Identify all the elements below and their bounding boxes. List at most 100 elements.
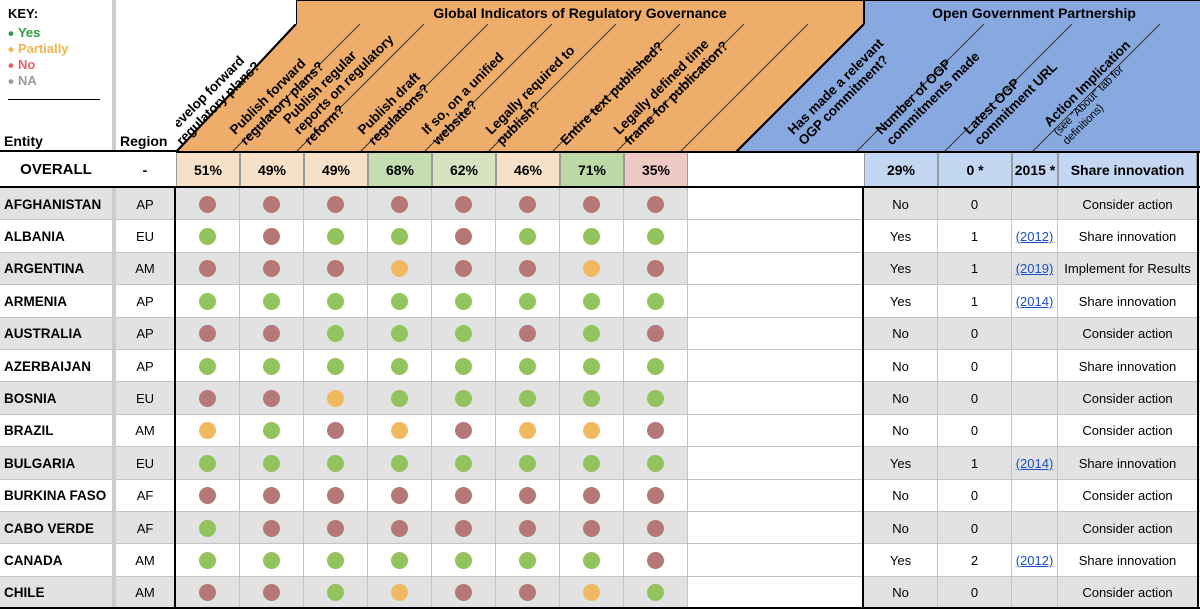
diagonal-header-zone: Develop forward regulatory plans? Publis… <box>176 24 1200 152</box>
row-indicator-6 <box>496 479 560 512</box>
row-entity: BURKINA FASO <box>0 479 112 512</box>
row-ogp-number: 0 <box>938 479 1012 512</box>
row-indicator-4 <box>368 350 432 383</box>
row-indicator-1 <box>176 317 240 350</box>
status-dot-no <box>519 584 536 602</box>
status-dot-yes <box>199 228 216 246</box>
status-dot-partially <box>327 390 344 408</box>
status-dot-yes <box>647 584 664 602</box>
row-indicator-4 <box>368 188 432 221</box>
row-indicator-6 <box>496 544 560 577</box>
status-dot-yes <box>519 454 536 472</box>
ogp-commitment-link[interactable]: (2014) <box>1015 455 1054 471</box>
row-entity: BRAZIL <box>0 414 112 448</box>
key-label-na: NA <box>17 73 37 88</box>
row-indicator-2 <box>240 350 304 383</box>
row-indicator-2 <box>240 479 304 512</box>
status-dot-no <box>647 552 664 570</box>
row-indicator-8 <box>624 350 688 383</box>
row-ogp-number: 2 <box>938 544 1012 577</box>
row-indicator-7 <box>560 544 624 577</box>
row-indicator-2 <box>240 512 304 545</box>
ogp-commitment-link[interactable]: (2014) <box>1015 293 1054 309</box>
overall-indicator-3: 49% <box>304 153 368 186</box>
status-dot-yes <box>455 292 472 310</box>
status-dot-partially <box>583 584 600 602</box>
row-action: Consider action <box>1058 479 1197 512</box>
status-dot-no <box>199 325 216 343</box>
ogp-commitment-link[interactable]: (2012) <box>1015 229 1054 245</box>
ogp-commitment-link[interactable]: (2019) <box>1015 261 1054 277</box>
row-indicator-5 <box>432 512 496 545</box>
row-indicator-1 <box>176 479 240 512</box>
key-item-partially: • Partially <box>8 41 104 58</box>
row-indicator-8 <box>624 220 688 253</box>
overall-indicator-6: 46% <box>496 153 560 186</box>
status-dot-no <box>391 519 408 537</box>
row-ogp-url[interactable]: (2012) <box>1012 220 1058 253</box>
status-dot-yes <box>455 390 472 408</box>
row-ogp-commitment: No <box>864 317 938 350</box>
row-indicator-3 <box>304 350 368 383</box>
status-dot-no <box>199 584 216 602</box>
status-dot-no <box>327 487 344 505</box>
row-indicator-5 <box>432 447 496 480</box>
row-region: AP <box>116 188 174 221</box>
row-divider <box>0 446 1200 448</box>
status-dot-no <box>455 487 472 505</box>
row-indicator-8 <box>624 382 688 415</box>
row-entity: AZERBAIJAN <box>0 350 112 383</box>
rule-table-bottom <box>0 607 1200 609</box>
status-dot-yes <box>647 292 664 310</box>
status-dot-no <box>327 260 344 278</box>
row-indicator-5 <box>432 544 496 577</box>
region-header-label: Region <box>120 132 176 150</box>
row-indicator-4 <box>368 414 432 448</box>
row-indicator-5 <box>432 576 496 609</box>
status-dot-no <box>647 325 664 343</box>
row-ogp-url <box>1012 382 1058 415</box>
row-ogp-url[interactable]: (2014) <box>1012 447 1058 480</box>
row-action: Consider action <box>1058 188 1197 221</box>
row-entity: ALBANIA <box>0 220 112 253</box>
banner-open-government-partnership: Open Government Partnership <box>864 0 1200 25</box>
status-dot-yes <box>519 357 536 375</box>
row-indicator-6 <box>496 317 560 350</box>
row-indicator-8 <box>624 544 688 577</box>
row-indicator-3 <box>304 220 368 253</box>
status-dot-no <box>647 195 664 213</box>
status-dot-no <box>391 487 408 505</box>
row-ogp-url[interactable]: (2019) <box>1012 252 1058 286</box>
status-dot-yes <box>583 552 600 570</box>
row-action: Share innovation <box>1058 447 1197 480</box>
row-ogp-commitment: No <box>864 382 938 415</box>
status-dot-no <box>647 260 664 278</box>
ogp-commitment-link[interactable]: (2012) <box>1015 553 1054 569</box>
overall-entity: OVERALL <box>0 153 112 186</box>
row-indicator-5 <box>432 317 496 350</box>
row-indicator-5 <box>432 285 496 318</box>
row-indicator-2 <box>240 414 304 448</box>
status-dot-yes <box>647 390 664 408</box>
rule-header-bottom-right <box>176 151 1200 153</box>
row-ogp-number: 1 <box>938 252 1012 286</box>
row-indicator-3 <box>304 317 368 350</box>
row-ogp-url[interactable]: (2012) <box>1012 544 1058 577</box>
row-ogp-number: 0 <box>938 382 1012 415</box>
status-dot-partially <box>199 422 216 440</box>
row-ogp-url <box>1012 317 1058 350</box>
status-dot-yes <box>391 390 408 408</box>
row-ogp-commitment: Yes <box>864 220 938 253</box>
row-ogp-url[interactable]: (2014) <box>1012 285 1058 318</box>
row-indicator-1 <box>176 285 240 318</box>
row-indicator-4 <box>368 220 432 253</box>
status-dot-no <box>455 228 472 246</box>
row-divider <box>0 478 1200 480</box>
row-indicator-3 <box>304 252 368 286</box>
status-dot-yes <box>391 552 408 570</box>
status-dot-no <box>519 519 536 537</box>
row-ogp-number: 1 <box>938 220 1012 253</box>
row-indicator-7 <box>560 317 624 350</box>
overall-ogp-number: 0 * <box>938 153 1012 186</box>
key-legend: KEY: • Yes • Partially • No • NA <box>0 0 112 150</box>
